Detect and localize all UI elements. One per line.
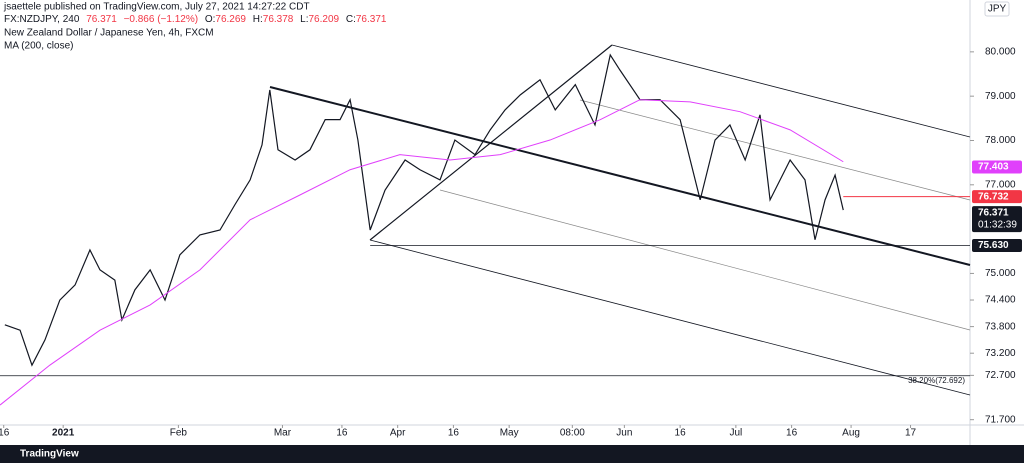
price-label: 77.403 (978, 162, 1009, 173)
x-tick-label: 16 (336, 428, 348, 439)
x-tick-label: Jul (729, 428, 742, 439)
y-tick-label: 71.700 (985, 414, 1016, 425)
price-label: 75.630 (978, 240, 1009, 251)
x-tick-label: Jun (616, 428, 632, 439)
price-label: 76.732 (978, 191, 1009, 202)
x-tick-label: 16 (0, 428, 10, 439)
y-tick-label: 73.200 (985, 348, 1016, 359)
drawings (269, 44, 971, 396)
y-tick-label: 75.000 (985, 268, 1016, 279)
y-tick-label: 72.700 (985, 370, 1016, 381)
y-tick-label: 80.000 (985, 46, 1016, 57)
x-tick-label: 16 (786, 428, 798, 439)
series-line (4, 53, 844, 367)
countdown: 01:32:39 (978, 219, 1017, 230)
y-tick-label: 73.800 (985, 321, 1016, 332)
y-tick-label: 79.000 (985, 91, 1016, 102)
y-tick-label: 77.000 (985, 179, 1016, 190)
price-label-box (972, 206, 1022, 233)
horizontal-line-label: 38.20%(72.692) (908, 376, 965, 385)
currency-box (984, 1, 1010, 17)
trendline (269, 86, 971, 266)
ohlc-line: FX:NZDJPY, 240 76.371 −0.866 (−1.12%) O:… (4, 14, 387, 25)
price-label: 76.371 (978, 207, 1009, 218)
x-tick-label: 16 (675, 428, 687, 439)
pitchfork-lower (369, 239, 971, 396)
series-line (0, 99, 844, 406)
x-tick-label: Feb (170, 428, 188, 439)
brand: TradingView (20, 449, 79, 460)
price-label-box (972, 160, 1022, 174)
pitchfork-upper (611, 44, 971, 138)
footer-bar (0, 445, 1024, 463)
x-tick-label: May (500, 428, 519, 439)
description: New Zealand Dollar / Japanese Yen, 4h, F… (4, 28, 214, 39)
price-label-box (972, 190, 1022, 204)
x-tick-label: 2021 (52, 428, 75, 439)
indicator-label: MA (200, close) (4, 41, 73, 52)
pitchfork-mid (439, 189, 971, 331)
x-tick-label: 17 (905, 428, 917, 439)
y-tick-label: 78.000 (985, 135, 1016, 146)
pitchfork-handle (369, 44, 613, 241)
x-tick-label: Aug (842, 428, 860, 439)
y-tick-label: 74.400 (985, 295, 1016, 306)
x-tick-label: 08:00 (560, 428, 585, 439)
publisher: jsaettele published on TradingView.com, … (3, 2, 310, 13)
x-tick-label: Mar (274, 428, 292, 439)
price-label-box (972, 239, 1022, 253)
x-tick-label: 16 (448, 428, 460, 439)
pitchfork-mid (579, 99, 971, 201)
currency: JPY (988, 4, 1007, 15)
x-tick-label: Apr (390, 428, 406, 439)
